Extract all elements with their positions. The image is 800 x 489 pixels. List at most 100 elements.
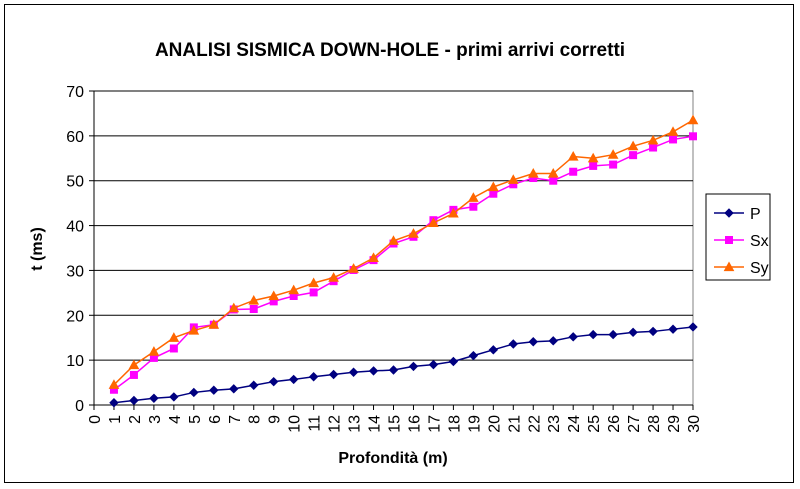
x-tick-label: 9 bbox=[267, 415, 284, 424]
data-point-sy bbox=[148, 346, 160, 356]
data-point-p bbox=[488, 345, 499, 355]
x-tick-label: 22 bbox=[526, 415, 543, 433]
data-point-p bbox=[288, 374, 299, 385]
y-tick-label: 60 bbox=[66, 129, 84, 146]
data-point-p bbox=[548, 336, 558, 346]
x-tick-label: 13 bbox=[347, 415, 364, 433]
y-axis-label: t (ms) bbox=[29, 227, 46, 271]
series-sy bbox=[108, 114, 699, 389]
data-point-sy bbox=[607, 149, 619, 159]
data-point-p bbox=[448, 356, 459, 367]
x-tick-label: 4 bbox=[167, 415, 184, 424]
data-point-sx bbox=[689, 132, 697, 141]
x-tick-label: 3 bbox=[147, 415, 164, 424]
x-tick-label: 11 bbox=[307, 415, 324, 432]
data-point-p bbox=[468, 350, 479, 361]
data-point-p bbox=[268, 376, 279, 387]
data-point-sy bbox=[248, 294, 260, 305]
legend-item-sy: Sy bbox=[714, 260, 769, 277]
legend-marker bbox=[725, 236, 733, 244]
chart-frame bbox=[4, 4, 794, 483]
data-point-sx bbox=[249, 305, 258, 314]
data-point-p bbox=[608, 329, 618, 340]
data-point-p bbox=[348, 367, 359, 377]
data-point-sy bbox=[448, 207, 459, 218]
data-point-sy bbox=[108, 379, 120, 389]
data-point-p bbox=[568, 332, 578, 342]
legend-label: P bbox=[750, 206, 761, 223]
data-point-sy bbox=[168, 332, 180, 342]
legend-label: Sy bbox=[750, 260, 769, 277]
data-point-sy bbox=[268, 290, 280, 301]
chart-title: ANALISI SISMICA DOWN-HOLE - primi arrivi… bbox=[155, 40, 625, 61]
legend-marker bbox=[724, 208, 734, 218]
y-tick-label: 70 bbox=[66, 84, 84, 101]
x-tick-label: 8 bbox=[247, 415, 264, 424]
y-tick-label: 50 bbox=[66, 174, 84, 191]
data-point-sy bbox=[627, 140, 639, 151]
data-point-p bbox=[368, 366, 379, 376]
data-point-sy bbox=[487, 181, 499, 192]
x-tick-label: 7 bbox=[227, 415, 244, 424]
x-tick-label: 16 bbox=[406, 415, 423, 433]
data-point-p bbox=[508, 339, 519, 349]
data-point-sy bbox=[228, 302, 240, 313]
data-point-p bbox=[688, 322, 698, 332]
x-tick-label: 19 bbox=[466, 415, 483, 433]
y-tick-label: 30 bbox=[66, 263, 84, 280]
y-tick-label: 0 bbox=[75, 398, 84, 415]
data-point-sy bbox=[408, 228, 419, 238]
data-point-p bbox=[229, 384, 239, 394]
legend-label: Sx bbox=[750, 233, 769, 250]
data-point-p bbox=[528, 337, 538, 347]
data-point-p bbox=[129, 395, 139, 406]
data-point-p bbox=[428, 359, 439, 370]
data-point-sy bbox=[388, 235, 399, 245]
x-tick-label: 26 bbox=[606, 415, 623, 433]
data-point-p bbox=[628, 327, 638, 338]
data-point-sx bbox=[589, 161, 598, 170]
x-tick-label: 20 bbox=[486, 415, 503, 433]
series-p bbox=[109, 322, 698, 408]
x-tick-label: 1 bbox=[107, 415, 124, 424]
legend: P Sx Sy bbox=[705, 193, 771, 281]
x-tick-label: 24 bbox=[566, 415, 583, 433]
data-point-sx bbox=[169, 344, 178, 353]
data-point-sx bbox=[609, 160, 618, 169]
y-tick-label: 10 bbox=[66, 353, 84, 370]
data-point-sy bbox=[567, 150, 579, 161]
data-point-p bbox=[648, 326, 658, 337]
y-tick-label: 20 bbox=[66, 308, 84, 325]
data-point-sy bbox=[468, 192, 479, 202]
data-point-p bbox=[249, 380, 259, 390]
data-point-sx bbox=[549, 176, 558, 185]
data-point-p bbox=[328, 369, 339, 380]
data-point-sy bbox=[547, 168, 559, 178]
x-tick-label: 0 bbox=[87, 415, 104, 424]
x-tick-label: 17 bbox=[426, 415, 443, 433]
legend-items: P Sx Sy bbox=[714, 206, 769, 277]
x-tick-label: 25 bbox=[586, 415, 603, 433]
data-point-sx bbox=[469, 202, 478, 211]
data-point-p bbox=[189, 387, 199, 398]
data-point-sy bbox=[647, 134, 659, 145]
data-point-sx bbox=[309, 288, 318, 297]
data-point-sx bbox=[129, 370, 138, 379]
x-tick-label: 30 bbox=[686, 415, 703, 433]
data-point-sy bbox=[208, 319, 220, 329]
x-tick-label: 12 bbox=[327, 415, 344, 433]
data-point-sy bbox=[328, 272, 339, 282]
data-point-sx bbox=[489, 189, 498, 198]
x-tick-label: 14 bbox=[367, 415, 384, 433]
x-tick-label: 23 bbox=[546, 415, 563, 433]
data-point-sx bbox=[569, 167, 578, 176]
x-tick-label: 27 bbox=[626, 415, 643, 433]
data-point-sy bbox=[128, 359, 140, 370]
data-point-p bbox=[408, 361, 419, 372]
x-tick-label: 18 bbox=[446, 415, 463, 433]
x-axis-label: Profondità (m) bbox=[338, 450, 447, 467]
x-tick-label: 28 bbox=[646, 415, 663, 433]
x-tick-label: 5 bbox=[187, 415, 204, 424]
data-point-p bbox=[169, 392, 179, 402]
